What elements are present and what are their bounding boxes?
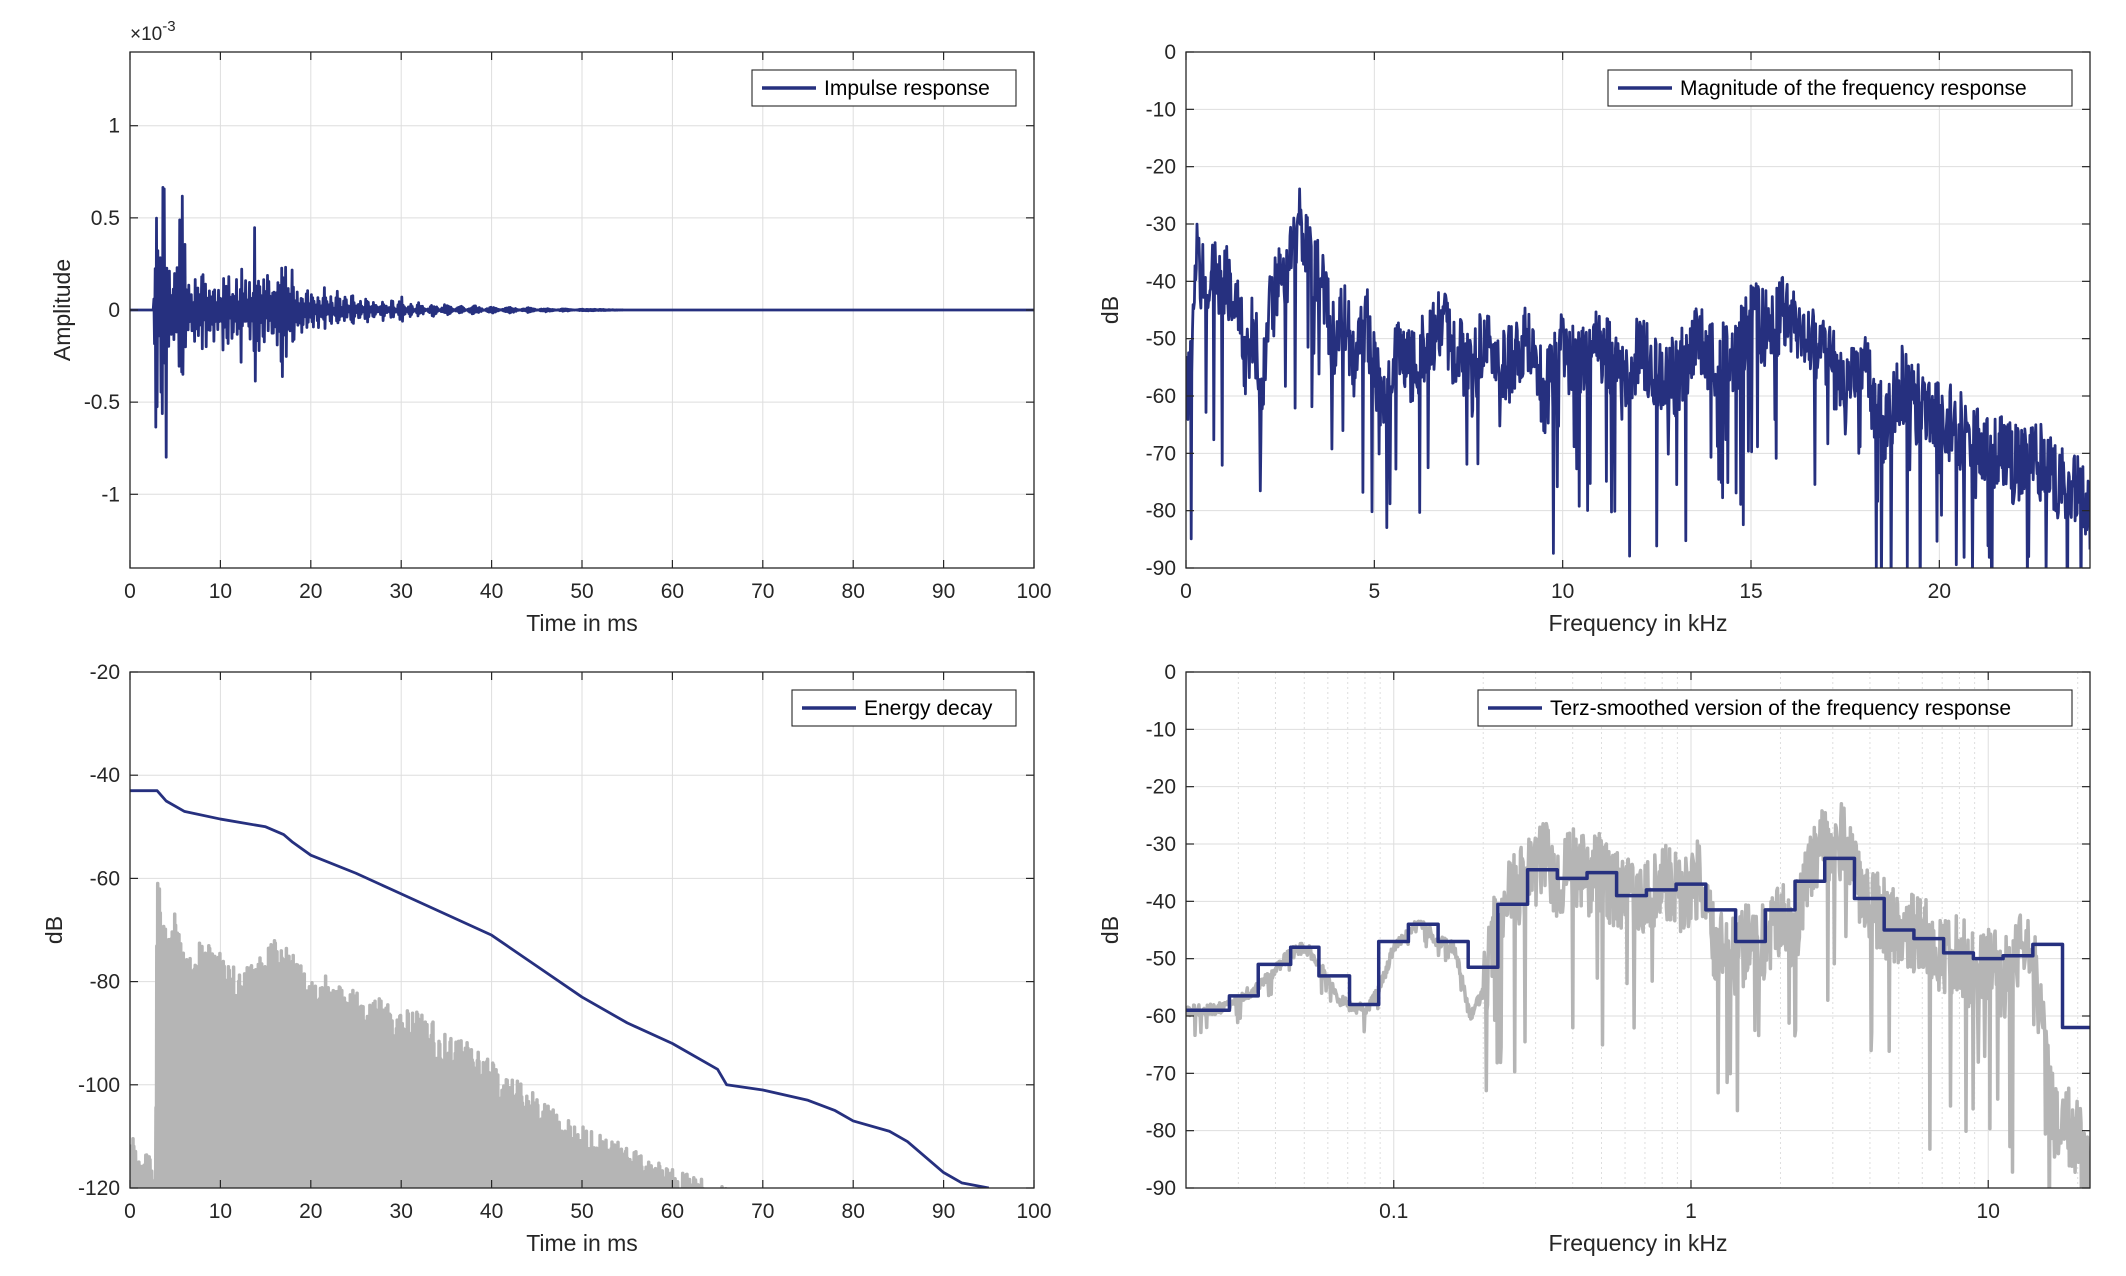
y-tick-label: -30	[1146, 213, 1176, 236]
y-tick-label: -20	[90, 661, 120, 684]
y-tick-label: -1	[101, 483, 120, 506]
series-line-main	[1186, 187, 2090, 568]
y-axis-label: Amplitude	[49, 259, 75, 361]
y-tick-label: -10	[1146, 98, 1176, 121]
y-tick-label: -60	[90, 867, 120, 890]
y-tick-label: -80	[1146, 500, 1176, 523]
y-tick-label: -40	[1146, 890, 1176, 913]
axes-frame	[1185, 51, 2091, 569]
series-group	[130, 186, 1034, 459]
legend-box	[1477, 689, 2073, 727]
y-tick-label: -10	[1146, 718, 1176, 741]
x-tick-label: 0	[1180, 580, 1192, 603]
series-line-main	[130, 789, 990, 1188]
y-tick-label: -60	[1146, 1005, 1176, 1028]
series-group	[1186, 802, 2090, 1188]
y-tick-label: 0.5	[91, 207, 120, 230]
y-axis-label: dB	[1097, 916, 1123, 944]
x-tick-label: 30	[390, 1200, 413, 1223]
x-tick-label: 40	[480, 1200, 503, 1223]
y-tick-label: -30	[1146, 833, 1176, 856]
y-tick-label: -50	[1146, 328, 1176, 351]
x-tick-label: 40	[480, 580, 503, 603]
x-tick-label: 100	[1016, 1200, 1051, 1223]
y-tick-label: -20	[1146, 156, 1176, 179]
x-axis-label: Time in ms	[526, 610, 638, 636]
y-tick-label: -80	[1146, 1120, 1176, 1143]
x-tick-label: 60	[661, 1200, 684, 1223]
legend: Magnitude of the frequency response	[1607, 69, 2073, 107]
y-tick-label: -0.5	[84, 391, 120, 414]
axis-exponent-label: ×10-3	[130, 18, 176, 45]
legend-label: Energy decay	[864, 697, 993, 720]
y-tick-label: -40	[1146, 270, 1176, 293]
chart-magnitude: 0 5 10 15 20 -90 -80 -70 -60 -50 -40 -30 -20 -10 0 Freq…	[1097, 41, 2091, 636]
x-tick-label: 5	[1368, 580, 1380, 603]
x-tick-label: 70	[751, 580, 774, 603]
y-tick-label: -20	[1146, 776, 1176, 799]
y-tick-label: -120	[78, 1177, 120, 1200]
x-tick-label: 0.1	[1379, 1200, 1408, 1223]
x-tick-label: 80	[842, 580, 865, 603]
y-tick-label: 0	[1164, 41, 1176, 64]
series-group	[130, 789, 990, 1188]
y-tick-label: -80	[90, 971, 120, 994]
y-tick-label: 1	[108, 115, 120, 138]
x-axis-label: Time in ms	[526, 1230, 638, 1256]
legend: Impulse response	[751, 69, 1017, 107]
y-tick-label: -90	[1146, 1177, 1176, 1200]
x-tick-label: 80	[842, 1200, 865, 1223]
series-line-gray	[130, 881, 728, 1188]
series-line-main	[1186, 856, 2090, 1030]
y-tick-label: -70	[1146, 1062, 1176, 1085]
x-tick-label: 10	[209, 1200, 232, 1223]
legend-label: Terz-smoothed version of the frequency r…	[1550, 697, 2011, 720]
chart-impulse: 0 10 20 30 40 50 60 70 80 90 100 -1 -0.5 0 0.5 1 Time in…	[49, 18, 1052, 636]
x-tick-label: 100	[1016, 580, 1051, 603]
x-tick-label: 20	[299, 580, 322, 603]
y-axis-label: dB	[1097, 296, 1123, 324]
legend-box	[1607, 69, 2073, 107]
axis-exponent-power: -3	[162, 18, 175, 35]
x-tick-label: 10	[1551, 580, 1574, 603]
x-tick-label: 50	[570, 1200, 593, 1223]
x-tick-label: 60	[661, 580, 684, 603]
y-tick-label: -50	[1146, 948, 1176, 971]
plot-area	[1186, 52, 2090, 568]
x-tick-label: 90	[932, 580, 955, 603]
series-group	[1186, 187, 2090, 568]
y-tick-label: -90	[1146, 557, 1176, 580]
x-tick-label: 90	[932, 1200, 955, 1223]
x-tick-label: 10	[209, 580, 232, 603]
x-tick-label: 10	[1977, 1200, 2000, 1223]
y-axis-label: dB	[41, 916, 67, 944]
x-axis-label: Frequency in kHz	[1549, 610, 1728, 636]
y-tick-label: -100	[78, 1074, 120, 1097]
x-tick-label: 50	[570, 580, 593, 603]
legend-label: Magnitude of the frequency response	[1680, 77, 2027, 100]
y-tick-label: 0	[108, 299, 120, 322]
series-line-main	[130, 186, 1034, 459]
x-axis-label: Frequency in kHz	[1549, 1230, 1728, 1256]
y-tick-label: -60	[1146, 385, 1176, 408]
x-tick-label: 0	[124, 580, 136, 603]
chart-terz: 0.1 1 10 -90 -80 -70 -60 -50 -40 -30 -20 -10 0 Freque…	[1097, 661, 2091, 1256]
x-tick-label: 20	[1928, 580, 1951, 603]
x-tick-label: 15	[1739, 580, 1762, 603]
y-tick-label: 0	[1164, 661, 1176, 684]
legend: Terz-smoothed version of the frequency r…	[1477, 689, 2073, 727]
y-tick-label: -40	[90, 764, 120, 787]
series-line-gray	[1186, 802, 2090, 1188]
x-tick-label: 70	[751, 1200, 774, 1223]
x-tick-label: 0	[124, 1200, 136, 1223]
x-tick-label: 30	[390, 580, 413, 603]
legend: Energy decay	[791, 689, 1017, 727]
legend-label: Impulse response	[824, 77, 990, 100]
x-tick-label: 20	[299, 1200, 322, 1223]
x-tick-label: 1	[1685, 1200, 1697, 1223]
chart-decay: 0 10 20 30 40 50 60 70 80 90 100 -120 -100 -80 -60 -40 -…	[41, 661, 1052, 1256]
axes-frame	[1185, 671, 2091, 1189]
y-tick-label: -70	[1146, 442, 1176, 465]
